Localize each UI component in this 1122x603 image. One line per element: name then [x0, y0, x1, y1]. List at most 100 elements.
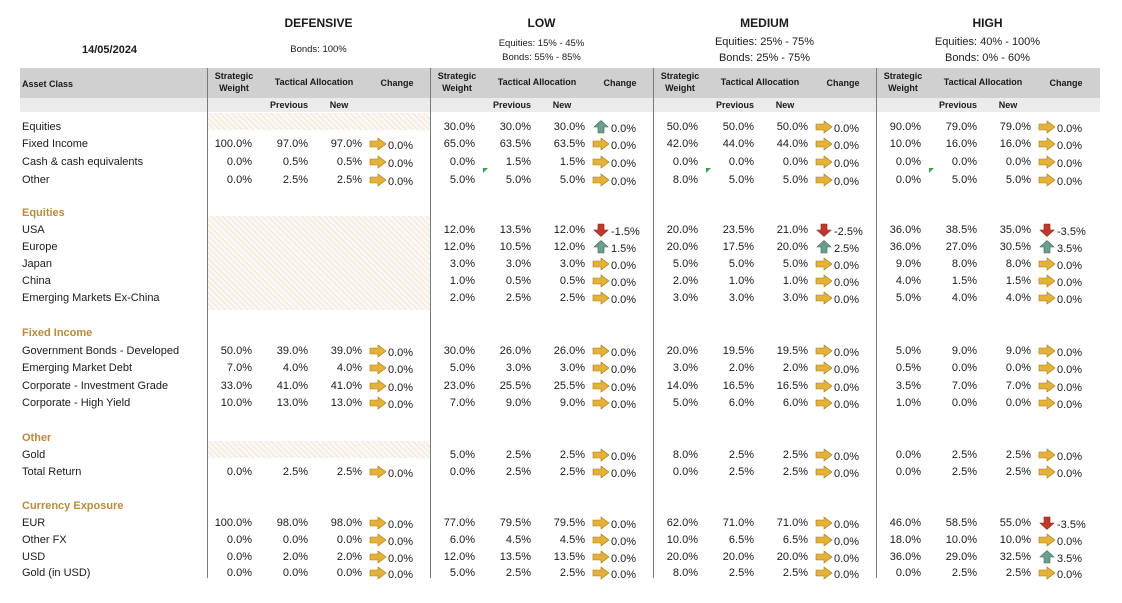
change-cell-low: 0.0%	[592, 566, 636, 583]
row-label-europe: Europe	[22, 241, 58, 253]
previous-cell-high: 27.0%	[945, 241, 977, 253]
previous-cell-defensive: 4.0%	[282, 362, 308, 374]
arrow-right-icon	[1038, 396, 1057, 413]
strategic-weight-cell-medium: 3.0%	[672, 292, 698, 304]
change-value: 0.0%	[388, 346, 414, 359]
change-value: 0.0%	[388, 535, 414, 548]
arrow-right-icon	[815, 137, 834, 154]
change-value: 0.0%	[1057, 381, 1083, 394]
arrow-down-icon	[815, 223, 834, 240]
arrow-right-icon	[1038, 448, 1057, 465]
change-value: 0.0%	[1057, 398, 1083, 411]
arrow-down-icon	[1038, 516, 1057, 533]
change-value: 0.0%	[834, 175, 860, 188]
new-cell-defensive: 0.5%	[336, 156, 362, 168]
change-value: 0.0%	[834, 139, 860, 152]
change-cell-medium: 0.0%	[815, 361, 859, 378]
change-value: -2.5%	[834, 225, 863, 238]
change-cell-medium: 0.0%	[815, 173, 859, 190]
strategic-weight-cell-defensive: 0.0%	[226, 466, 252, 478]
section-heading-other: Other	[22, 432, 52, 444]
strategic-weight-cell-high: 36.0%	[889, 551, 921, 563]
strategic-weight-cell-medium: 20.0%	[666, 241, 698, 253]
strategic-weight-cell-low: 1.0%	[449, 275, 475, 287]
tactical-allocation-header-high: Tactical Allocation	[943, 77, 1023, 87]
change-cell-low: 0.0%	[592, 516, 636, 533]
strategic-weight-cell-defensive: 0.0%	[226, 567, 252, 579]
new-cell-high: 0.0%	[1005, 156, 1031, 168]
arrow-right-icon	[1038, 361, 1057, 378]
row-label-fixed-income: Fixed Income	[22, 138, 89, 150]
arrow-right-icon	[369, 533, 388, 550]
change-value: 0.0%	[611, 450, 637, 463]
previous-cell-medium: 17.5%	[722, 241, 754, 253]
previous-cell-high: 5.0%	[951, 174, 977, 186]
previous-cell-defensive: 2.0%	[282, 551, 308, 563]
change-value: 0.0%	[388, 381, 414, 394]
strategic-weight-cell-low: 77.0%	[443, 517, 475, 529]
change-value: 0.0%	[834, 535, 860, 548]
change-value: 0.0%	[834, 381, 860, 394]
previous-cell-defensive: 41.0%	[276, 380, 308, 392]
arrow-right-icon	[592, 516, 611, 533]
arrow-right-icon	[592, 361, 611, 378]
change-cell-defensive: 0.0%	[369, 379, 413, 396]
change-cell-low: 0.0%	[592, 173, 636, 190]
strategic-weight-cell-defensive: 7.0%	[226, 362, 252, 374]
new-cell-low: 79.5%	[553, 517, 585, 529]
change-cell-high: 0.0%	[1038, 137, 1082, 154]
change-cell-medium: -2.5%	[815, 223, 863, 240]
change-cell-medium: 0.0%	[815, 516, 859, 533]
change-value: 0.0%	[834, 346, 860, 359]
new-cell-medium: 2.5%	[782, 567, 808, 579]
strategic-weight-cell-low: 12.0%	[443, 551, 475, 563]
previous-cell-defensive: 98.0%	[276, 517, 308, 529]
section-heading-currency-exposure: Currency Exposure	[22, 500, 124, 512]
change-cell-medium: 0.0%	[815, 344, 859, 361]
new-cell-low: 26.0%	[553, 345, 585, 357]
empty-cell-area	[208, 216, 430, 310]
new-cell-high: 35.0%	[999, 224, 1031, 236]
arrow-up-icon	[1038, 550, 1057, 567]
strategic-weight-cell-low: 5.0%	[449, 449, 475, 461]
previous-cell-high: 29.0%	[945, 551, 977, 563]
new-cell-high: 0.0%	[1005, 362, 1031, 374]
previous-cell-defensive: 2.5%	[282, 466, 308, 478]
strategic-weight-header-medium: Strategic Weight	[660, 71, 700, 93]
new-cell-medium: 6.0%	[782, 397, 808, 409]
previous-cell-low: 63.5%	[499, 138, 531, 150]
strategic-weight-cell-defensive: 100.0%	[214, 138, 252, 150]
strategic-weight-cell-medium: 0.0%	[672, 466, 698, 478]
change-cell-low: 1.5%	[592, 240, 636, 257]
previous-cell-medium: 5.0%	[728, 174, 754, 186]
section-heading-equities: Equities	[22, 207, 65, 219]
strategic-weight-cell-high: 36.0%	[889, 241, 921, 253]
new-cell-low: 13.5%	[553, 551, 585, 563]
new-cell-low: 2.5%	[559, 292, 585, 304]
change-cell-low: 0.0%	[592, 396, 636, 413]
previous-header-medium: Previous	[715, 100, 755, 110]
change-cell-medium: 0.0%	[815, 448, 859, 465]
strategic-weight-cell-high: 3.5%	[895, 380, 921, 392]
strategic-weight-header-low: Strategic Weight	[437, 71, 477, 93]
previous-cell-medium: 2.5%	[728, 449, 754, 461]
change-value: 0.0%	[834, 450, 860, 463]
change-cell-high: 3.5%	[1038, 550, 1082, 567]
change-cell-defensive: 0.0%	[369, 137, 413, 154]
change-cell-medium: 0.0%	[815, 396, 859, 413]
change-value: 0.0%	[834, 293, 860, 306]
change-value: 0.0%	[1057, 450, 1083, 463]
previous-cell-medium: 20.0%	[722, 551, 754, 563]
new-header-high: New	[998, 100, 1018, 110]
change-value: 0.0%	[1057, 467, 1083, 480]
profile-title-high: HIGH	[972, 16, 1003, 30]
new-cell-low: 1.5%	[559, 156, 585, 168]
change-cell-medium: 0.0%	[815, 137, 859, 154]
arrow-right-icon	[815, 344, 834, 361]
change-value: 0.0%	[1057, 363, 1083, 376]
strategic-weight-cell-low: 5.0%	[449, 567, 475, 579]
change-value: 0.0%	[834, 157, 860, 170]
change-cell-low: 0.0%	[592, 274, 636, 291]
change-value: 0.0%	[1057, 157, 1083, 170]
strategic-weight-cell-high: 0.0%	[895, 156, 921, 168]
